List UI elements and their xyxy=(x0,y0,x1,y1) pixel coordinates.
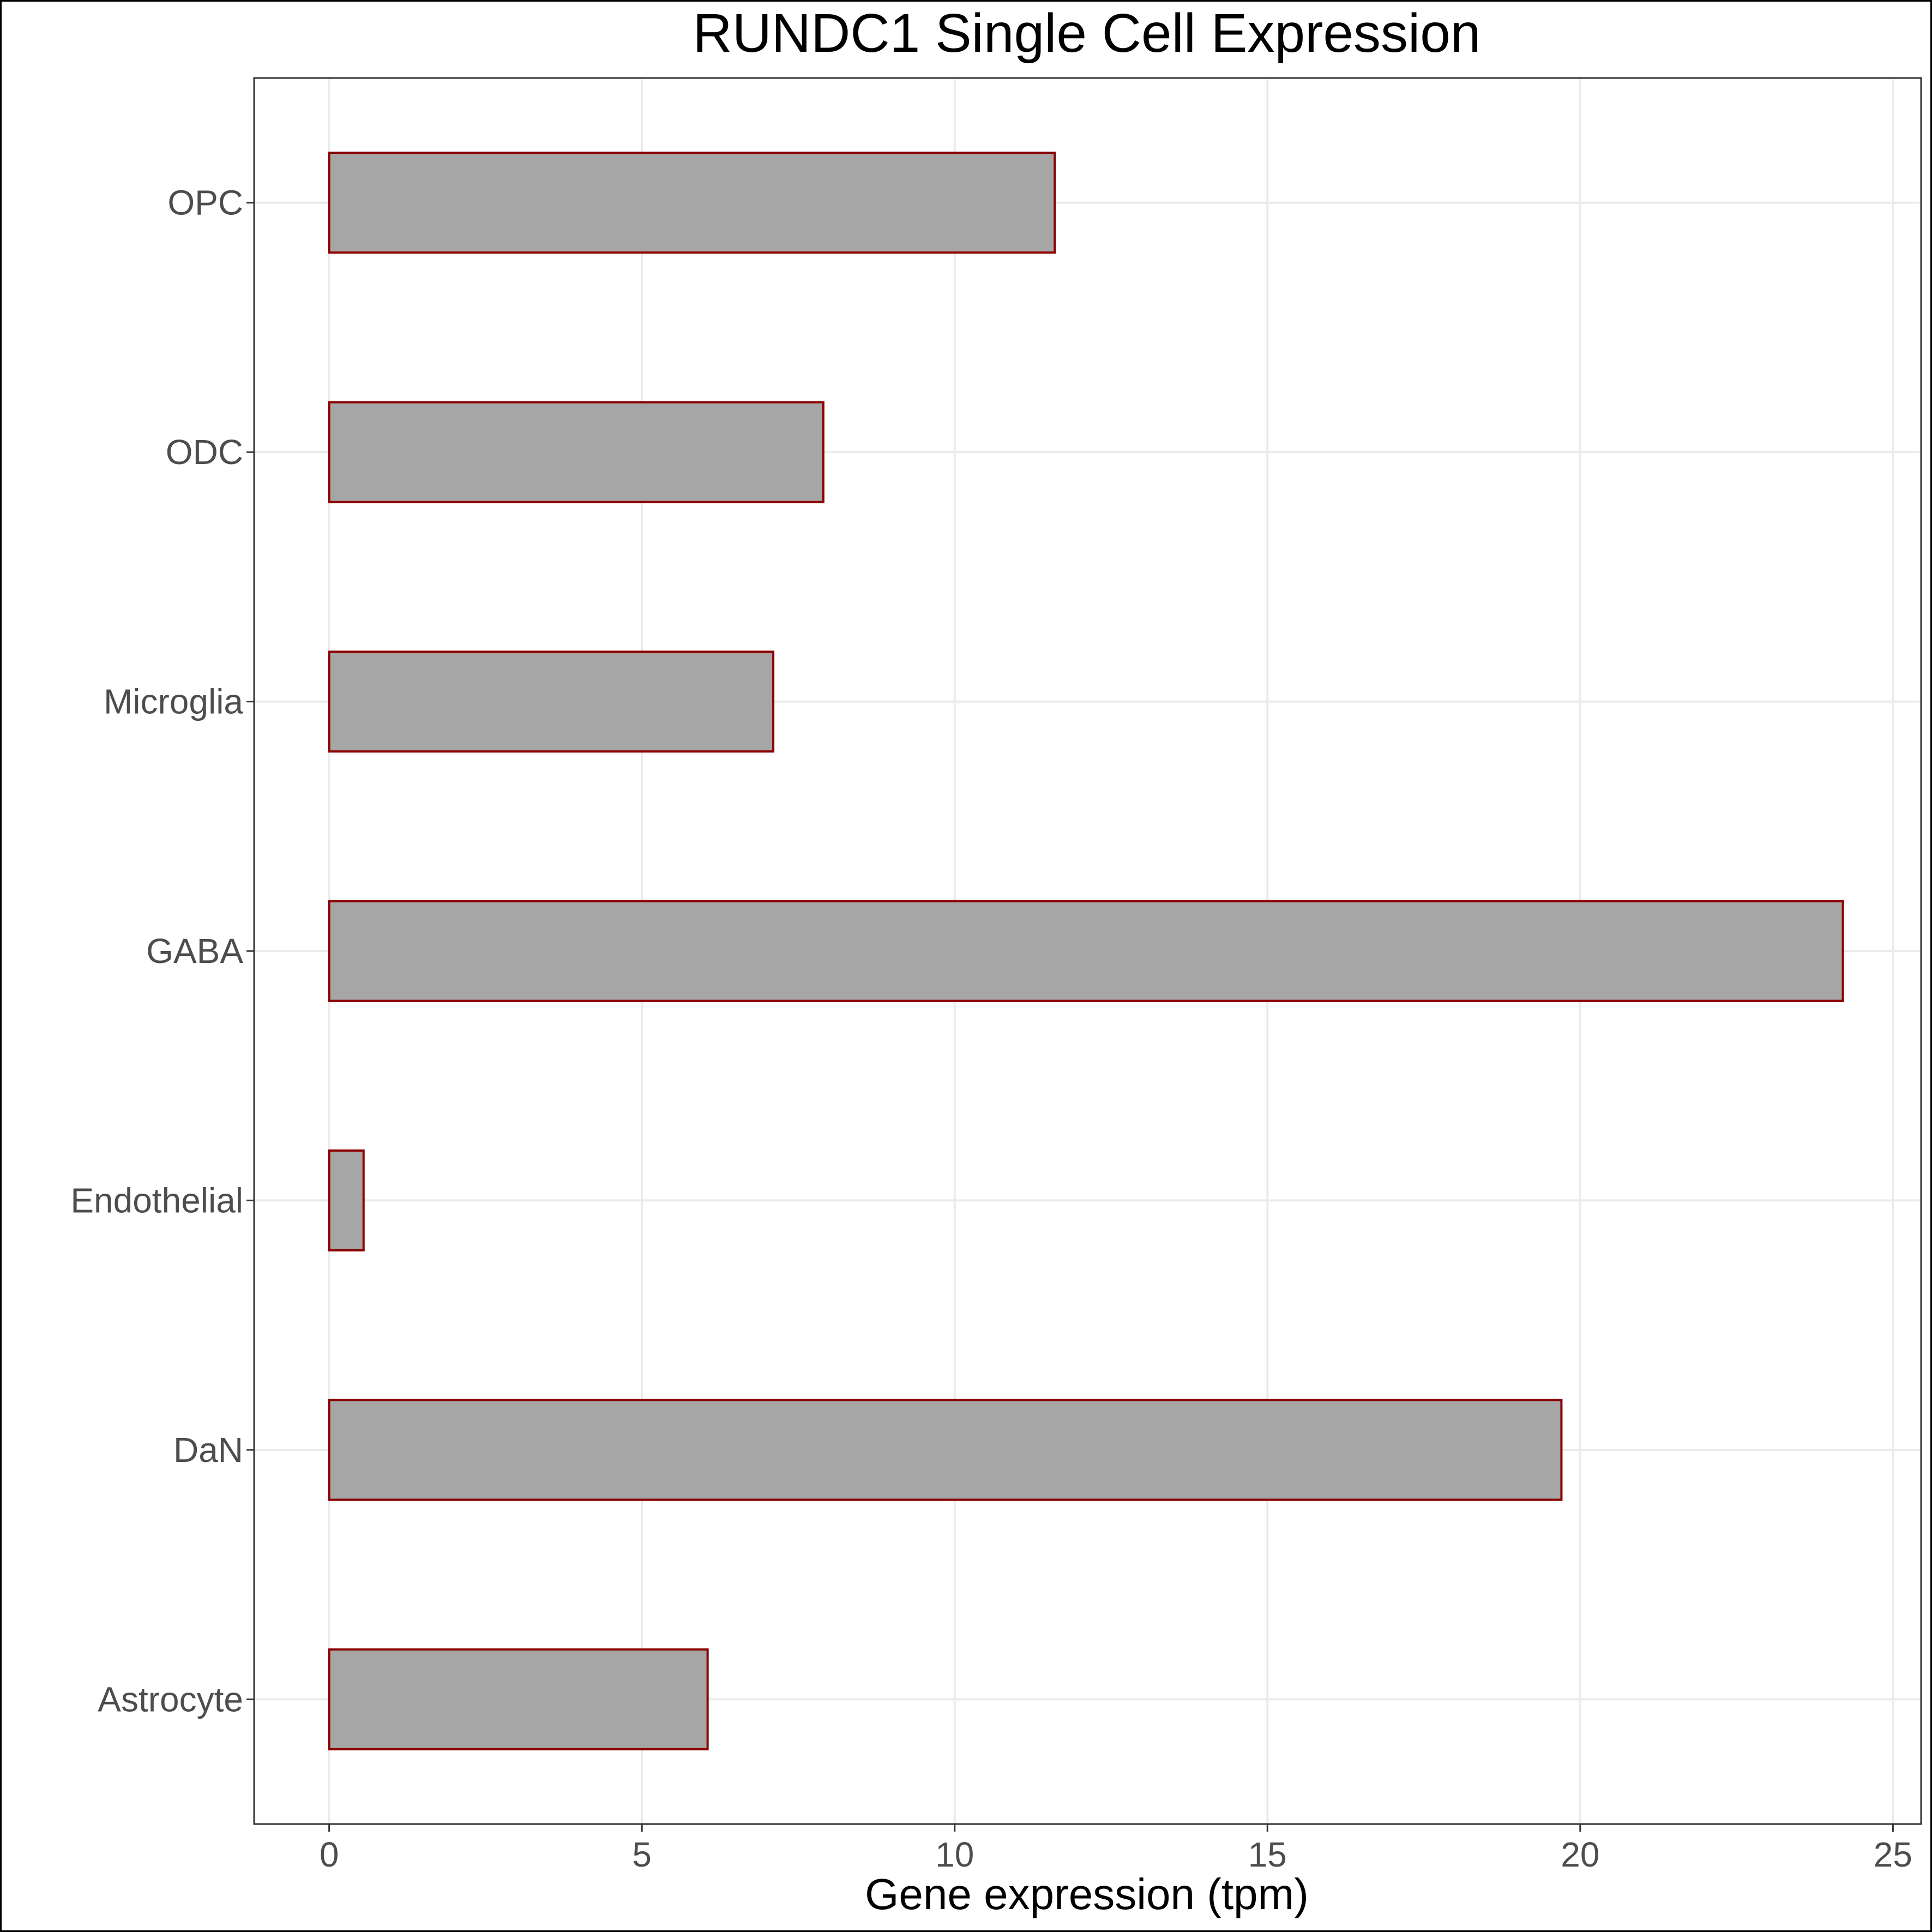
x-axis-title: Gene expression (tpm) xyxy=(865,1870,1309,1918)
x-tick-label: 5 xyxy=(632,1835,652,1874)
y-tick-label: Microglia xyxy=(104,682,243,721)
bar-microglia xyxy=(328,651,775,753)
bar-gaba xyxy=(328,900,1844,1002)
y-tick-label: GABA xyxy=(146,931,243,971)
chart-title: RUNDC1 Single Cell Expression xyxy=(693,3,1481,64)
y-tick-label: ODC xyxy=(166,432,243,472)
x-tick-label: 0 xyxy=(320,1835,339,1874)
bar-endothelial xyxy=(328,1149,365,1251)
y-tick-label: Endothelial xyxy=(70,1181,243,1220)
bar-astrocyte xyxy=(328,1648,709,1750)
x-tick-label: 15 xyxy=(1248,1835,1287,1874)
y-tick-label: OPC xyxy=(167,183,243,222)
x-tick-label: 20 xyxy=(1561,1835,1599,1874)
bar-opc xyxy=(328,152,1056,254)
bars-layer xyxy=(328,152,1844,1750)
bar-odc xyxy=(328,401,824,503)
x-tick-label: 10 xyxy=(935,1835,974,1874)
x-tick-label: 25 xyxy=(1874,1835,1912,1874)
bar-dan xyxy=(328,1399,1563,1501)
y-tick-label: Astrocyte xyxy=(98,1680,243,1719)
axis-layer: 0 5 10 15 20 25 OPC ODC Microglia GABA Endothelial… xyxy=(70,77,1922,1874)
y-tick-label: DaN xyxy=(173,1430,243,1470)
